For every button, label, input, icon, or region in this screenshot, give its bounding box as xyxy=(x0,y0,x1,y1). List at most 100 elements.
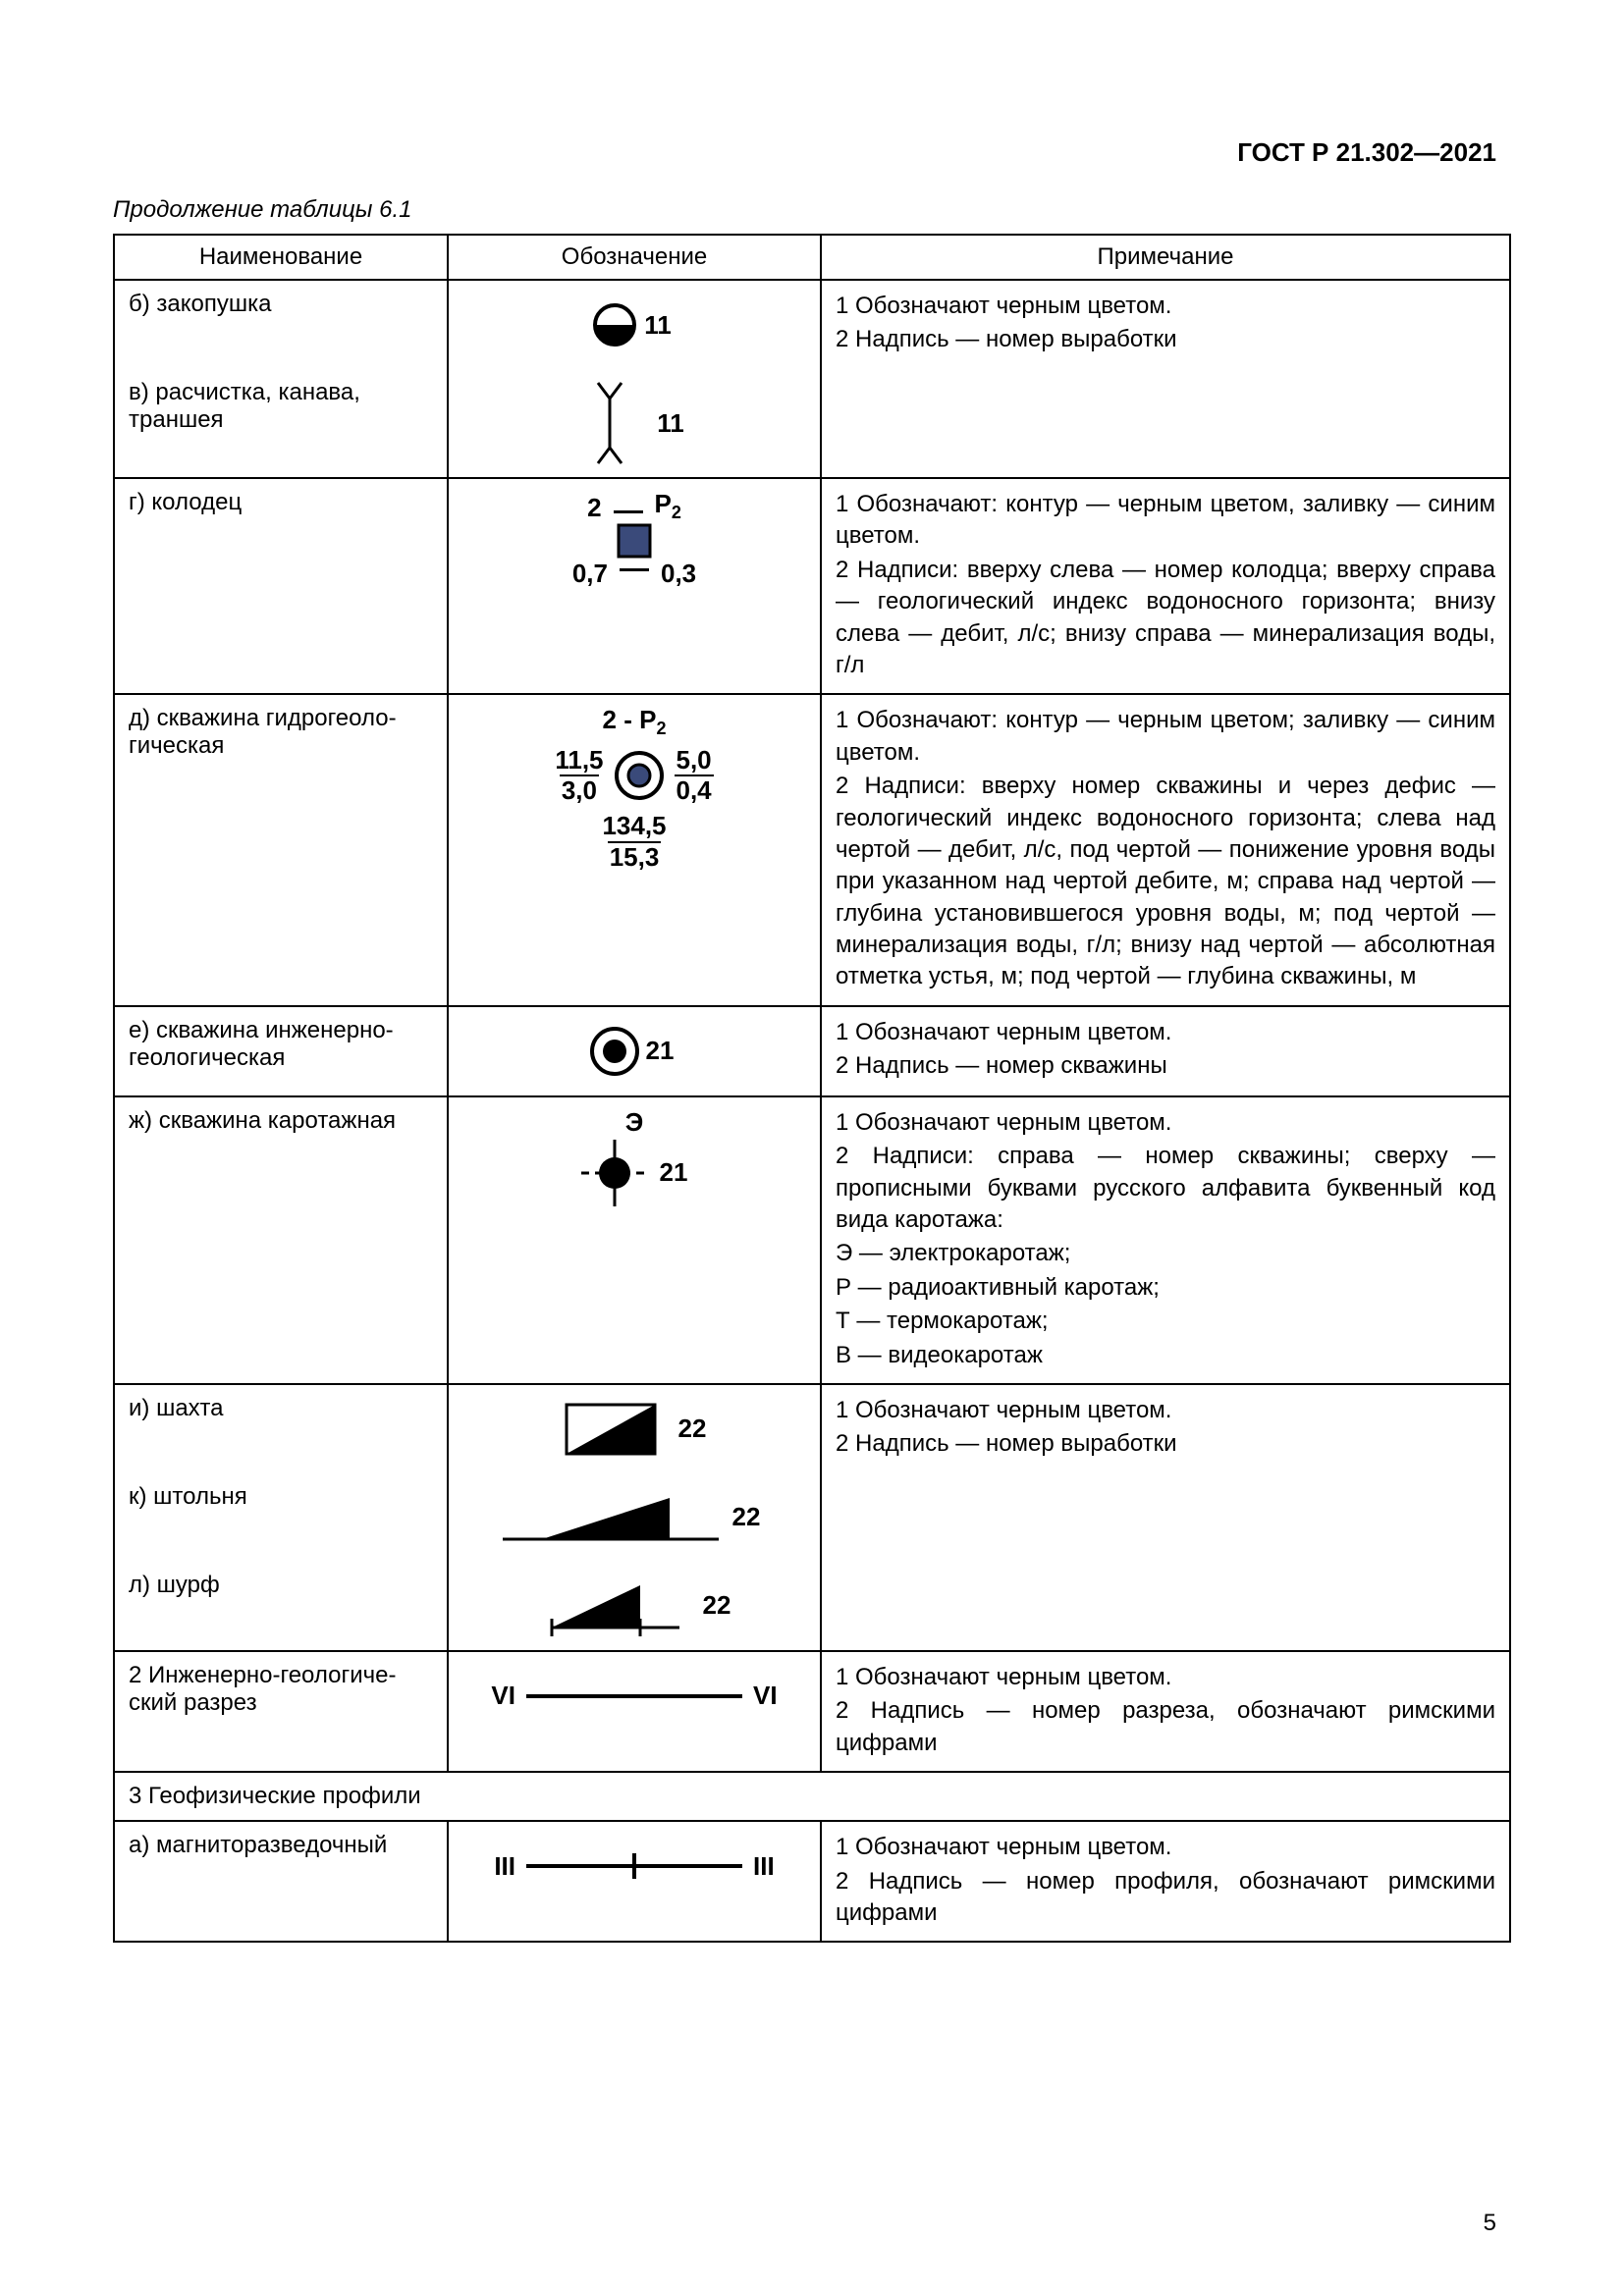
note-line: 2 Надписи: справа — номер скважины; свер… xyxy=(836,1141,1495,1236)
note-line: 2 Надпись — номер выработки xyxy=(836,1428,1495,1460)
note-line: 1 Обозначают черным цветом. xyxy=(836,1107,1495,1139)
table-row: 3 Геофизические профили xyxy=(114,1772,1510,1821)
note-cell: 1 Обозначают черным цветом. 2 Надписи: с… xyxy=(821,1096,1510,1384)
filled-square-icon xyxy=(617,523,652,559)
col-header-name: Наименование xyxy=(114,235,448,280)
note-line: 2 Надпись — номер выработки xyxy=(836,324,1495,355)
cross-filled-circle-icon xyxy=(575,1138,654,1208)
name-cell: а) магниторазведочный xyxy=(114,1821,448,1942)
note-line: 2 Надпись — номер профиля, обозначают ри… xyxy=(836,1866,1495,1930)
note-line: 2 Надпись — номер разреза, обозначают ри… xyxy=(836,1695,1495,1759)
note-line: 1 Обозначают черным цветом. xyxy=(836,1017,1495,1048)
adit-icon xyxy=(503,1490,719,1545)
symbol-cell: 11 xyxy=(448,369,821,478)
note-line: В — видеокаротаж xyxy=(836,1340,1495,1371)
roman-left: VI xyxy=(491,1681,515,1711)
cross-line-icon xyxy=(578,379,647,467)
section-heading: 3 Геофизические профили xyxy=(114,1772,1510,1821)
table-row: а) магниторазведочный III III 1 Обознача… xyxy=(114,1821,1510,1942)
fraction-left: 11,5 3,0 xyxy=(555,746,603,807)
symbol-cell: 22 xyxy=(448,1562,821,1651)
table-continuation-caption: Продолжение таблицы 6.1 xyxy=(113,196,1511,224)
note-line: 2 Надпись — номер скважины xyxy=(836,1050,1495,1082)
document-id: ГОСТ Р 21.302—2021 xyxy=(1237,137,1496,168)
symbol-cell: 21 xyxy=(448,1006,821,1096)
note-cell: 1 Обозначают: контур — черным цветом; за… xyxy=(821,694,1510,1006)
note-line: Э — электрокаротаж; xyxy=(836,1238,1495,1269)
table-row: г) колодец 2 P2 xyxy=(114,478,1510,694)
label-top: 2 - P2 xyxy=(603,705,667,739)
symbol-label: 11 xyxy=(644,310,672,341)
label-bot-right: 0,3 xyxy=(661,559,696,589)
name-cell: в) расчистка, канава, траншея xyxy=(114,369,448,478)
standards-table: Наименование Обозначение Примечание б) з… xyxy=(113,234,1511,1943)
name-cell: к) штольня xyxy=(114,1473,448,1562)
shaft-icon xyxy=(557,1395,665,1464)
note-line: 2 Надписи: вверху слева — номер колодца;… xyxy=(836,555,1495,682)
note-cell: 1 Обозначают: контур — черным цветом, за… xyxy=(821,478,1510,694)
fraction-right: 5,0 0,4 xyxy=(675,746,714,807)
symbol-label: 21 xyxy=(646,1036,675,1066)
note-line: 1 Обозначают черным цветом. xyxy=(836,1395,1495,1426)
roman-left: III xyxy=(494,1851,515,1882)
page: ГОСТ Р 21.302—2021 Продолжение таблицы 6… xyxy=(0,0,1624,2296)
symbol-cell: 2 - P2 11,5 3,0 5 xyxy=(448,694,821,1006)
symbol-label: 22 xyxy=(678,1414,707,1444)
table-row: б) закопушка 11 1 Обозначают черным цвет… xyxy=(114,280,1510,369)
name-cell: г) колодец xyxy=(114,478,448,694)
label-bot-left: 0,7 xyxy=(572,559,608,589)
symbol-cell: 22 xyxy=(448,1473,821,1562)
note-line: 1 Обозначают черным цветом. xyxy=(836,1662,1495,1693)
label-top-left: 2 xyxy=(587,493,601,523)
symbol-cell: VI VI xyxy=(448,1651,821,1772)
half-filled-circle-icon xyxy=(591,301,638,348)
fraction-bottom: 134,5 15,3 xyxy=(602,812,666,873)
note-line: Р — радиоактивный каротаж; xyxy=(836,1272,1495,1304)
table-row: 2 Инженерно-геологиче­ский разрез VI VI … xyxy=(114,1651,1510,1772)
note-cell: 1 Обозначают черным цветом. 2 Надпись — … xyxy=(821,1384,1510,1651)
note-line: 1 Обозначают черным цветом. xyxy=(836,291,1495,322)
table-row: е) скважина инженерно-геологическая 21 1… xyxy=(114,1006,1510,1096)
table-header-row: Наименование Обозначение Примечание xyxy=(114,235,1510,280)
col-header-note: Примечание xyxy=(821,235,1510,280)
note-line: 2 Надписи: вверху номер скважины и через… xyxy=(836,771,1495,993)
symbol-cell: 2 P2 0,7 0,3 xyxy=(448,478,821,694)
symbol-cell: 11 xyxy=(448,280,821,369)
top-letter: Э xyxy=(625,1107,644,1138)
note-cell: 1 Обозначают черным цветом. 2 Надпись — … xyxy=(821,1006,1510,1096)
symbol-cell: Э 21 xyxy=(448,1096,821,1384)
page-number: 5 xyxy=(1484,2210,1496,2237)
symbol-cell: 22 xyxy=(448,1384,821,1473)
cross-line-profile-icon xyxy=(521,1851,747,1881)
name-cell: д) скважина гидрогеоло­гическая xyxy=(114,694,448,1006)
double-circle-icon xyxy=(614,750,665,801)
roman-right: III xyxy=(753,1851,775,1882)
symbol-cell: III III xyxy=(448,1821,821,1942)
note-line: 1 Обозначают черным цветом. xyxy=(836,1832,1495,1863)
name-cell: е) скважина инженерно-геологическая xyxy=(114,1006,448,1096)
name-cell: ж) скважина каротажная xyxy=(114,1096,448,1384)
target-circle-icon xyxy=(589,1026,640,1077)
note-cell: 1 Обозначают черным цветом. 2 Надпись — … xyxy=(821,1821,1510,1942)
symbol-label: 21 xyxy=(660,1157,688,1188)
label-top-right: P2 xyxy=(655,489,681,523)
note-line: 1 Обозначают: контур — черным цветом; за… xyxy=(836,705,1495,769)
pit-icon xyxy=(532,1574,689,1638)
table-row: д) скважина гидрогеоло­гическая 2 - P2 1… xyxy=(114,694,1510,1006)
note-cell: 1 Обозначают черным цветом. 2 Надпись — … xyxy=(821,1651,1510,1772)
table-row: ж) скважина каротажная Э 21 xyxy=(114,1096,1510,1384)
symbol-label: 22 xyxy=(732,1502,761,1532)
col-header-symbol: Обозначение xyxy=(448,235,821,280)
note-line: 1 Обозначают: контур — черным цветом, за… xyxy=(836,489,1495,553)
note-line: Т — термокаротаж; xyxy=(836,1306,1495,1337)
name-cell: 2 Инженерно-геологиче­ский разрез xyxy=(114,1651,448,1772)
name-cell: б) закопушка xyxy=(114,280,448,369)
symbol-label: 22 xyxy=(703,1590,731,1621)
symbol-label: 11 xyxy=(657,408,684,439)
name-cell: и) шахта xyxy=(114,1384,448,1473)
note-cell: 1 Обозначают черным цветом. 2 Надпись — … xyxy=(821,280,1510,478)
roman-right: VI xyxy=(753,1681,778,1711)
table-row: и) шахта 22 1 Обозначают черным цветом. … xyxy=(114,1384,1510,1473)
name-cell: л) шурф xyxy=(114,1562,448,1651)
solid-line-icon xyxy=(521,1686,747,1706)
